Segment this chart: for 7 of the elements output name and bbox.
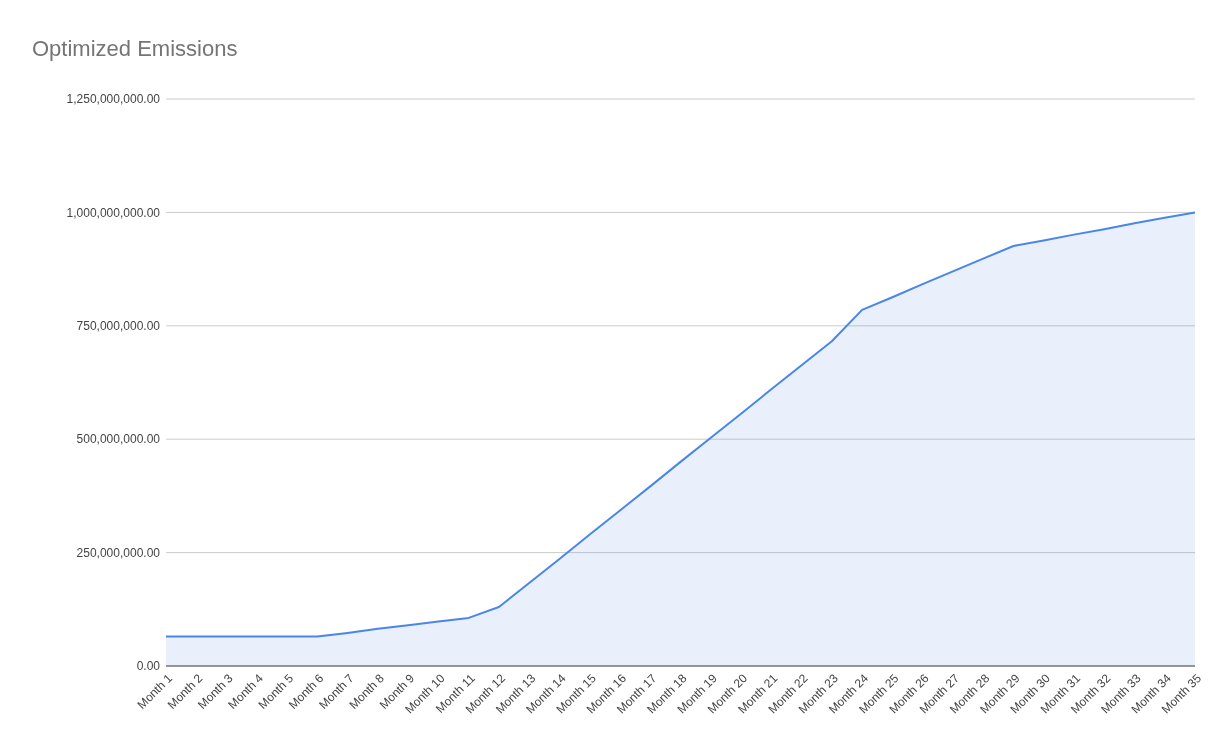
chart-title: Optimized Emissions xyxy=(32,36,238,61)
y-tick-label: 0.00 xyxy=(136,659,161,674)
y-tick-label: 250,000,000.00 xyxy=(76,545,161,560)
y-tick-label: 1,000,000,000.00 xyxy=(66,205,161,220)
y-tick-label: 750,000,000.00 xyxy=(76,319,161,333)
y-tick-label: 1,250,000,000.00 xyxy=(66,92,161,107)
y-tick-label: 500,000,000.00 xyxy=(76,432,161,447)
